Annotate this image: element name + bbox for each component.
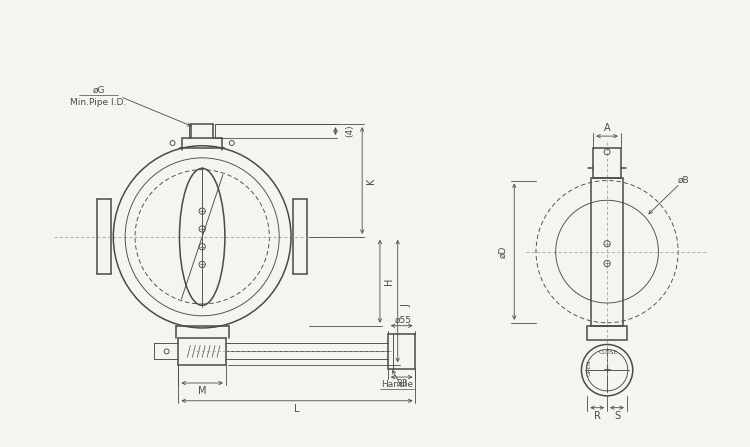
Text: K: K [366,177,376,184]
Text: øB: øB [677,176,689,185]
Text: øD: øD [498,245,507,258]
Text: OPEN: OPEN [586,360,592,376]
Text: M: M [198,386,206,396]
Text: R: R [594,411,601,421]
Text: S: S [614,411,620,421]
Text: ø55: ø55 [395,315,412,324]
Text: Handle: Handle [381,380,412,389]
Text: A: A [604,123,610,133]
Bar [591,177,623,326]
Text: H: H [384,278,394,285]
Text: CLOSE: CLOSE [598,350,618,355]
Text: L: L [294,404,300,413]
Text: øG: øG [92,86,105,95]
Text: 33: 33 [396,380,407,388]
Text: (4): (4) [345,125,354,138]
Text: Min.Pipe I.D.: Min.Pipe I.D. [70,98,127,107]
Text: J: J [401,304,412,308]
Bar [593,148,621,177]
Text: +: + [602,365,612,375]
Bar [587,326,627,340]
